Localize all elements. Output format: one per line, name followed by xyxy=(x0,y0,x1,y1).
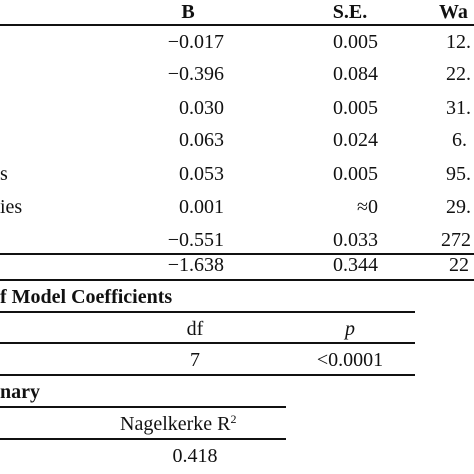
header-wald: Wa xyxy=(439,1,468,23)
omnibus-bottom-rule xyxy=(0,374,415,376)
nagelkerke-value: 0.418 xyxy=(172,445,218,467)
row-label: ies xyxy=(0,196,23,218)
omnibus-header-rule xyxy=(0,342,415,344)
header-se: S.E. xyxy=(332,1,368,23)
se-value: 0.344 xyxy=(333,254,378,276)
se-value: 0.084 xyxy=(333,63,378,85)
wald-value: 22 xyxy=(449,254,469,276)
se-value: 0.005 xyxy=(333,31,378,53)
summary-title: nary xyxy=(0,381,40,403)
b-value: −0.017 xyxy=(167,31,224,53)
df-value: 7 xyxy=(190,349,200,371)
p-value: <0.0001 xyxy=(316,349,384,371)
se-value: 0.005 xyxy=(333,163,378,185)
omnibus-title: f Model Coefficients xyxy=(0,286,173,308)
wald-value: 22. xyxy=(446,63,471,85)
b-value: 0.030 xyxy=(179,97,224,119)
header-rule xyxy=(0,24,474,26)
se-value: 0.024 xyxy=(333,129,378,151)
nagelkerke-superscript: 2 xyxy=(230,412,237,426)
constant-rule xyxy=(0,253,474,255)
omnibus-title-rule xyxy=(0,311,415,313)
b-value: −0.396 xyxy=(167,63,224,85)
b-value: 0.063 xyxy=(179,129,224,151)
wald-value: 6. xyxy=(452,129,467,151)
wald-value: 29. xyxy=(446,196,471,218)
se-value: 0.005 xyxy=(333,97,378,119)
wald-value: 12. xyxy=(446,31,471,53)
wald-value: 272 xyxy=(441,229,471,251)
b-value: −0.551 xyxy=(167,229,224,251)
se-value: 0.033 xyxy=(333,229,378,251)
wald-value: 95. xyxy=(446,163,471,185)
summary-header-rule xyxy=(0,438,286,440)
summary-title-rule xyxy=(0,406,286,408)
b-value: −1.638 xyxy=(167,254,224,276)
header-p: p xyxy=(345,318,355,340)
row-label: s xyxy=(0,163,8,185)
header-df: df xyxy=(186,318,204,340)
header-b: B xyxy=(181,1,195,23)
nagelkerke-header: Nagelkerke R2 xyxy=(120,412,237,436)
b-value: 0.053 xyxy=(179,163,224,185)
se-value: ≈0 xyxy=(357,196,378,218)
wald-value: 31. xyxy=(446,97,471,119)
table-bottom-rule xyxy=(0,279,474,281)
b-value: 0.001 xyxy=(179,196,224,218)
nagelkerke-label: Nagelkerke R xyxy=(120,413,231,435)
